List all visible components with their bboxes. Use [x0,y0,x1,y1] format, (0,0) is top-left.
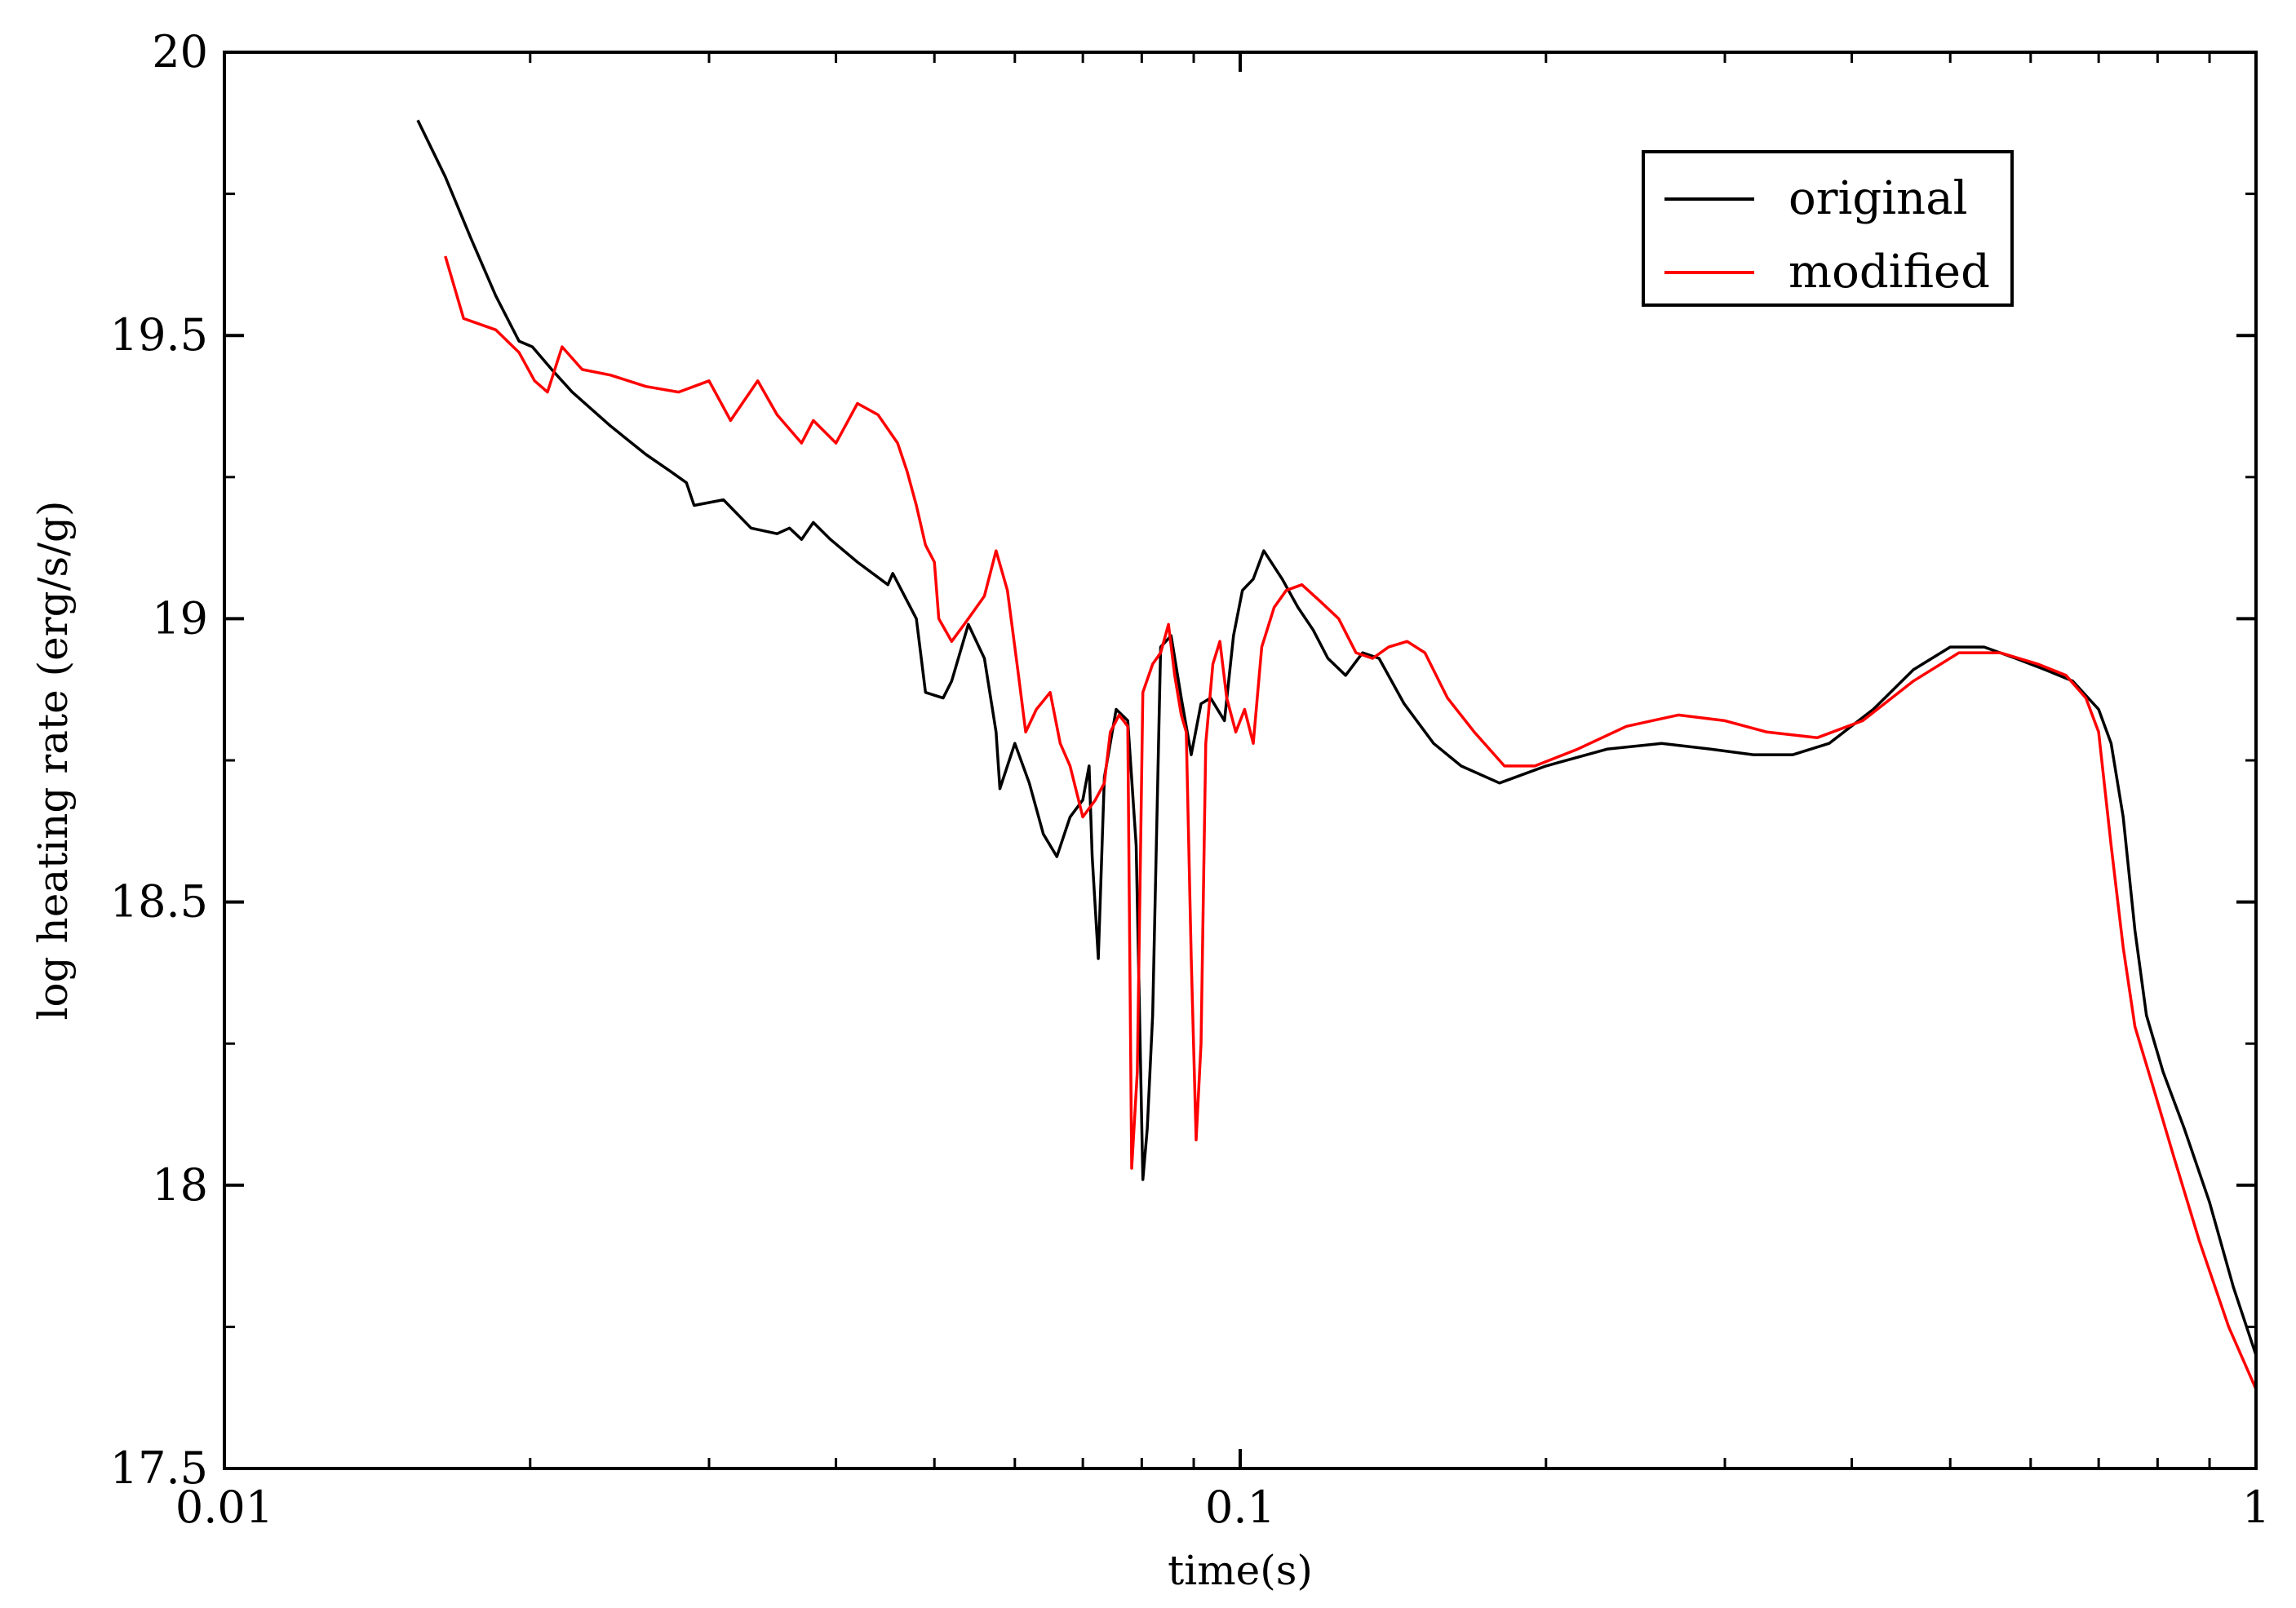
y-axis-title: log heating rate (erg/s/g) [29,501,77,1021]
y-tick-label: 19.5 [110,309,208,361]
legend-label-original: original [1788,172,1968,225]
y-tick-label: 20 [152,26,208,78]
y-tick-label: 17.5 [110,1442,208,1494]
x-tick-label: 0.01 [175,1482,273,1533]
x-tick-label: 0.1 [1205,1482,1275,1533]
y-tick-label: 18 [152,1159,208,1211]
x-axis-title: time(s) [1168,1547,1313,1594]
legend-label-modified: modified [1788,246,1990,299]
plot-frame [223,51,2258,1470]
y-tick-label: 18.5 [110,876,208,928]
x-tick-label: 1 [2242,1482,2270,1533]
series-layer [416,119,2258,1390]
series-line-original [416,119,2258,1356]
y-tick-label: 19 [152,592,208,644]
series-line-modified [444,255,2258,1390]
legend-box [1642,150,2014,307]
legend: original modified [1642,150,2014,307]
tick-labels-layer: 0.01 0.1 1 17.5 18 18.5 19 19.5 20 [110,26,2270,1533]
